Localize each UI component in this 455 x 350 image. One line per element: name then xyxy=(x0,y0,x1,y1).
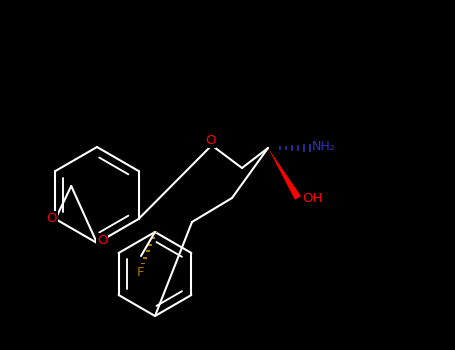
Text: O: O xyxy=(97,234,107,247)
Text: O: O xyxy=(205,133,215,147)
Polygon shape xyxy=(268,148,301,200)
Text: OH: OH xyxy=(302,193,322,205)
Text: O: O xyxy=(46,212,57,225)
Text: NH₂: NH₂ xyxy=(312,140,336,153)
Text: F: F xyxy=(137,266,145,279)
